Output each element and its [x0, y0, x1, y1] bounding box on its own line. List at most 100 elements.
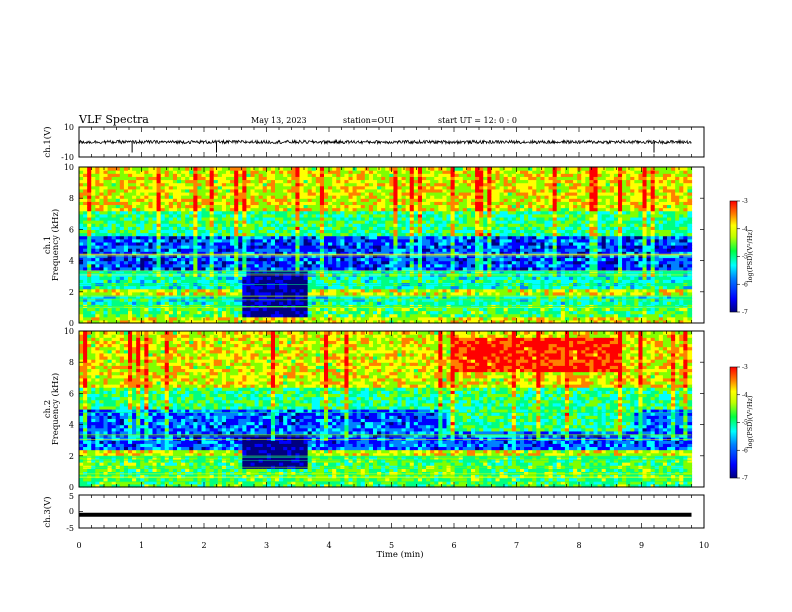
- spectrogram-cell: [413, 285, 419, 290]
- spectrogram-cell: [99, 251, 105, 255]
- spectrogram-cell: [393, 316, 399, 321]
- spectrogram-cell: [234, 269, 239, 274]
- spectrogram-cell: [356, 313, 362, 318]
- spectrogram-cell: [230, 279, 235, 284]
- spectrogram-cell: [91, 173, 96, 177]
- spectrogram-cell: [352, 235, 358, 240]
- spectrogram-cell: [87, 216, 92, 221]
- spectrogram-cell: [270, 251, 276, 255]
- spectrogram-cell: [156, 201, 162, 206]
- spectrogram-cell: [140, 257, 145, 262]
- spectrogram-cell: [156, 185, 162, 190]
- spectrogram-cell: [185, 269, 190, 274]
- spectrogram-cell: [401, 251, 407, 255]
- spectrogram-cell: [234, 210, 239, 215]
- spectrogram-cell: [303, 235, 309, 240]
- spectrogram-cell: [99, 263, 105, 268]
- spectrogram-cell: [197, 176, 203, 181]
- spectrogram-cell: [454, 294, 460, 299]
- spectrogram-cell: [397, 232, 403, 237]
- spectrogram-cell: [438, 294, 444, 299]
- spectrogram-cell: [466, 241, 472, 246]
- spectrogram-cell: [242, 319, 248, 324]
- spectrogram-cell: [352, 210, 358, 215]
- spectrogram-cell: [226, 307, 231, 312]
- spectrogram-cell: [319, 182, 325, 187]
- spectrogram-cell: [246, 269, 252, 274]
- spectrogram-cell: [373, 316, 378, 321]
- spectrogram-cell: [303, 232, 309, 237]
- spectrogram-cell: [128, 245, 133, 249]
- spectrogram-cell: [140, 266, 145, 271]
- spectrogram-cell: [123, 220, 129, 224]
- spectrogram-cell: [221, 195, 227, 199]
- spectrogram-cell: [177, 294, 182, 299]
- spectrogram-cell: [434, 248, 439, 252]
- spectrogram-cell: [340, 263, 346, 268]
- spectrogram-cell: [393, 223, 399, 227]
- spectrogram-cell: [128, 251, 133, 255]
- spectrogram-cell: [242, 179, 248, 184]
- spectrogram-cell: [279, 257, 284, 262]
- spectrogram-cell: [181, 170, 186, 174]
- spectrogram-cell: [356, 235, 362, 240]
- spectrogram-cell: [242, 170, 248, 174]
- spectrogram-cell: [132, 210, 137, 215]
- spectrogram-cell: [430, 257, 435, 262]
- spectrogram-cell: [299, 232, 305, 237]
- spectrogram-cell: [266, 266, 272, 271]
- spectrogram-cell: [385, 245, 390, 249]
- spectrogram-cell: [152, 229, 158, 234]
- spectrogram-cell: [385, 191, 390, 196]
- spectrogram-cell: [287, 291, 292, 296]
- spectrogram-cell: [246, 216, 252, 221]
- spectrogram-cell: [373, 179, 378, 184]
- spectrogram-cell: [417, 269, 423, 274]
- spectrogram-cell: [434, 226, 439, 230]
- spectrogram-cell: [156, 248, 162, 252]
- spectrogram-cell: [181, 238, 186, 243]
- spectrogram-cell: [475, 316, 480, 321]
- spectrogram-cell: [295, 182, 301, 187]
- spectrogram-cell: [426, 204, 431, 209]
- spectrogram-cell: [189, 220, 194, 224]
- spectrogram-cell: [230, 316, 235, 321]
- spectrogram-cell: [123, 223, 129, 227]
- spectrogram-cell: [462, 198, 468, 202]
- spectrogram-cell: [417, 185, 423, 190]
- spectrogram-cell: [266, 207, 272, 212]
- spectrogram-cell: [266, 179, 272, 184]
- spectrogram-cell: [303, 213, 309, 218]
- spectrogram-cell: [328, 266, 333, 271]
- spectrogram-cell: [373, 266, 378, 271]
- spectrogram-cell: [401, 307, 407, 312]
- spectrogram-cell: [234, 167, 239, 171]
- spectrogram-cell: [128, 182, 133, 187]
- spectrogram-cell: [393, 294, 399, 299]
- spectrogram-cell: [283, 213, 288, 218]
- spectrogram-cell: [340, 176, 346, 181]
- spectrogram-cell: [189, 245, 194, 249]
- spectrogram-cell: [462, 260, 468, 265]
- spectrogram-cell: [328, 213, 333, 218]
- spectrogram-cell: [172, 263, 178, 268]
- spectrogram-cell: [279, 245, 284, 249]
- spectrogram-cell: [123, 316, 129, 321]
- spectrogram-cell: [426, 207, 431, 212]
- spectrogram-cell: [230, 288, 235, 293]
- spectrogram-cell: [377, 260, 382, 265]
- spectrogram-cell: [426, 288, 431, 293]
- spectrogram-cell: [458, 310, 464, 315]
- spectrogram-cell: [291, 204, 297, 209]
- spectrogram-cell: [181, 269, 186, 274]
- spectrogram-cell: [471, 310, 476, 315]
- spectrogram-cell: [430, 188, 435, 193]
- spectrogram-cell: [311, 260, 317, 265]
- spectrogram-cell: [79, 201, 84, 206]
- spectrogram-cell: [360, 226, 366, 230]
- spectrogram-cell: [189, 210, 194, 215]
- spectrogram-cell: [381, 288, 386, 293]
- spectrogram-cell: [303, 291, 309, 296]
- spectrogram-cell: [324, 191, 329, 196]
- spectrogram-cell: [328, 232, 333, 237]
